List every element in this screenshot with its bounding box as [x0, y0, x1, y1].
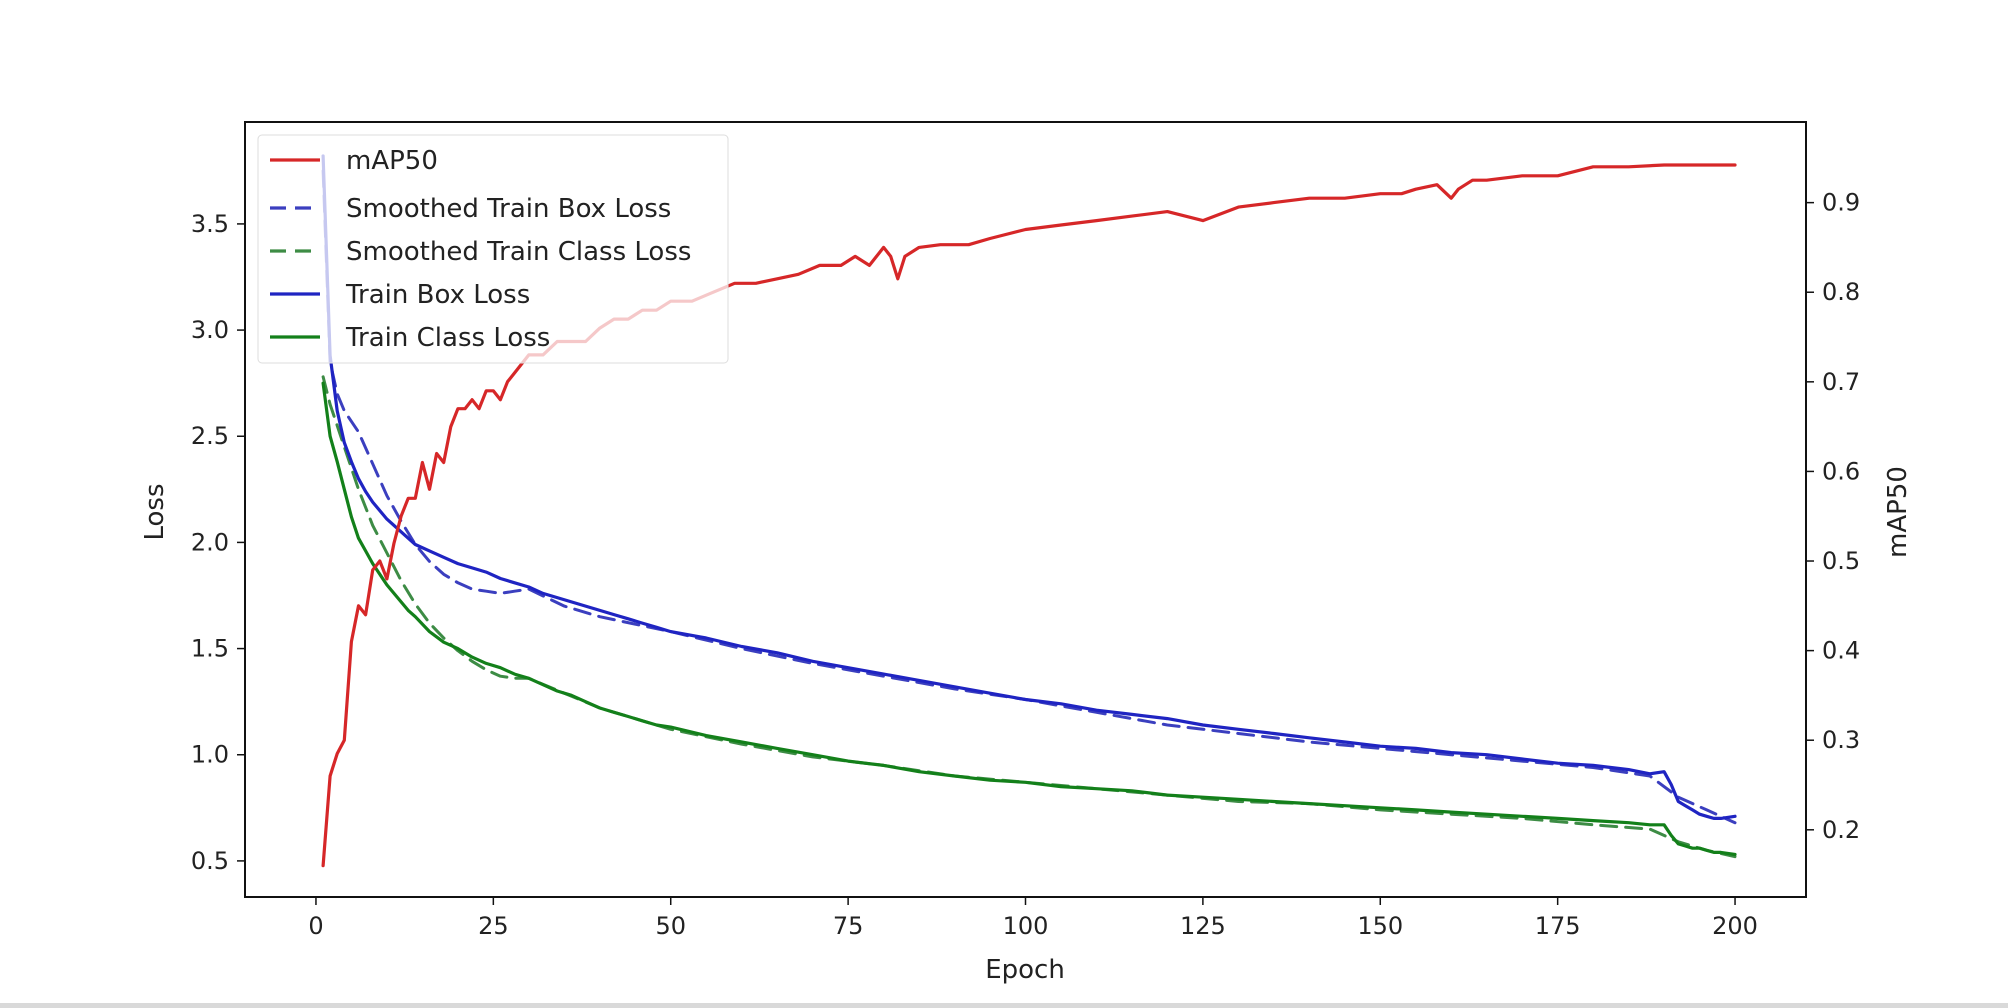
- x-axis-title: Epoch: [985, 955, 1065, 985]
- y-axis-right-title: mAP50: [1883, 466, 1913, 558]
- y-left-tick-label: 2.5: [191, 422, 229, 450]
- y-right-tick-label: 0.2: [1822, 816, 1860, 844]
- y-right-tick-label: 0.5: [1822, 547, 1860, 575]
- x-tick-label: 125: [1180, 912, 1226, 940]
- legend-box: [257, 134, 729, 364]
- y-right-tick-label: 0.4: [1822, 637, 1860, 665]
- y-axis-right: 0.2 0.3 0.4 0.5 0.6 0.7 0.8 0.9: [1806, 189, 1860, 844]
- window-bottom-edge: [0, 1003, 2008, 1008]
- x-tick-label: 150: [1357, 912, 1403, 940]
- y-left-tick-label: 1.0: [191, 741, 229, 769]
- series-line-smoothed-train-box-loss: [321, 169, 1737, 825]
- y-right-tick-label: 0.9: [1822, 189, 1860, 217]
- y-right-tick-label: 0.7: [1822, 368, 1860, 396]
- y-right-tick-label: 0.6: [1822, 457, 1860, 485]
- y-right-tick-label: 0.3: [1822, 726, 1860, 754]
- y-left-tick-label: 2.0: [191, 528, 229, 556]
- x-tick-label: 100: [1003, 912, 1049, 940]
- x-tick-label: 175: [1535, 912, 1581, 940]
- y-axis-left-title: Loss: [140, 483, 170, 540]
- y-left-tick-label: 3.5: [191, 210, 229, 238]
- y-axis-left: 0.5 1.0 1.5 2.0 2.5 3.0 3.5: [191, 210, 245, 875]
- y-left-tick-label: 3.0: [191, 316, 229, 344]
- legend-label: Smoothed Train Box Loss: [346, 194, 671, 224]
- legend-label: Smoothed Train Class Loss: [346, 237, 691, 267]
- x-tick-label: 50: [655, 912, 686, 940]
- x-tick-label: 0: [308, 912, 323, 940]
- legend-label: Train Class Loss: [345, 323, 550, 353]
- x-axis: 0 25 50 75 100 125 150 175 200: [308, 897, 1758, 940]
- series-line-train-class-loss: [321, 381, 1737, 857]
- plot-frame: [244, 121, 1807, 898]
- y-left-tick-label: 1.5: [191, 635, 229, 663]
- x-tick-label: 25: [478, 912, 509, 940]
- series-line-train-box-loss: [321, 154, 1737, 820]
- legend-label: Train Box Loss: [345, 280, 530, 310]
- legend: mAP50 Smoothed Train Box Loss Smoothed Tra…: [257, 134, 729, 364]
- series-layer: [321, 154, 1737, 868]
- y-right-tick-label: 0.8: [1822, 278, 1860, 306]
- y-left-tick-label: 0.5: [191, 847, 229, 875]
- x-tick-label: 75: [833, 912, 864, 940]
- x-tick-label: 200: [1712, 912, 1758, 940]
- legend-label: mAP50: [346, 146, 438, 176]
